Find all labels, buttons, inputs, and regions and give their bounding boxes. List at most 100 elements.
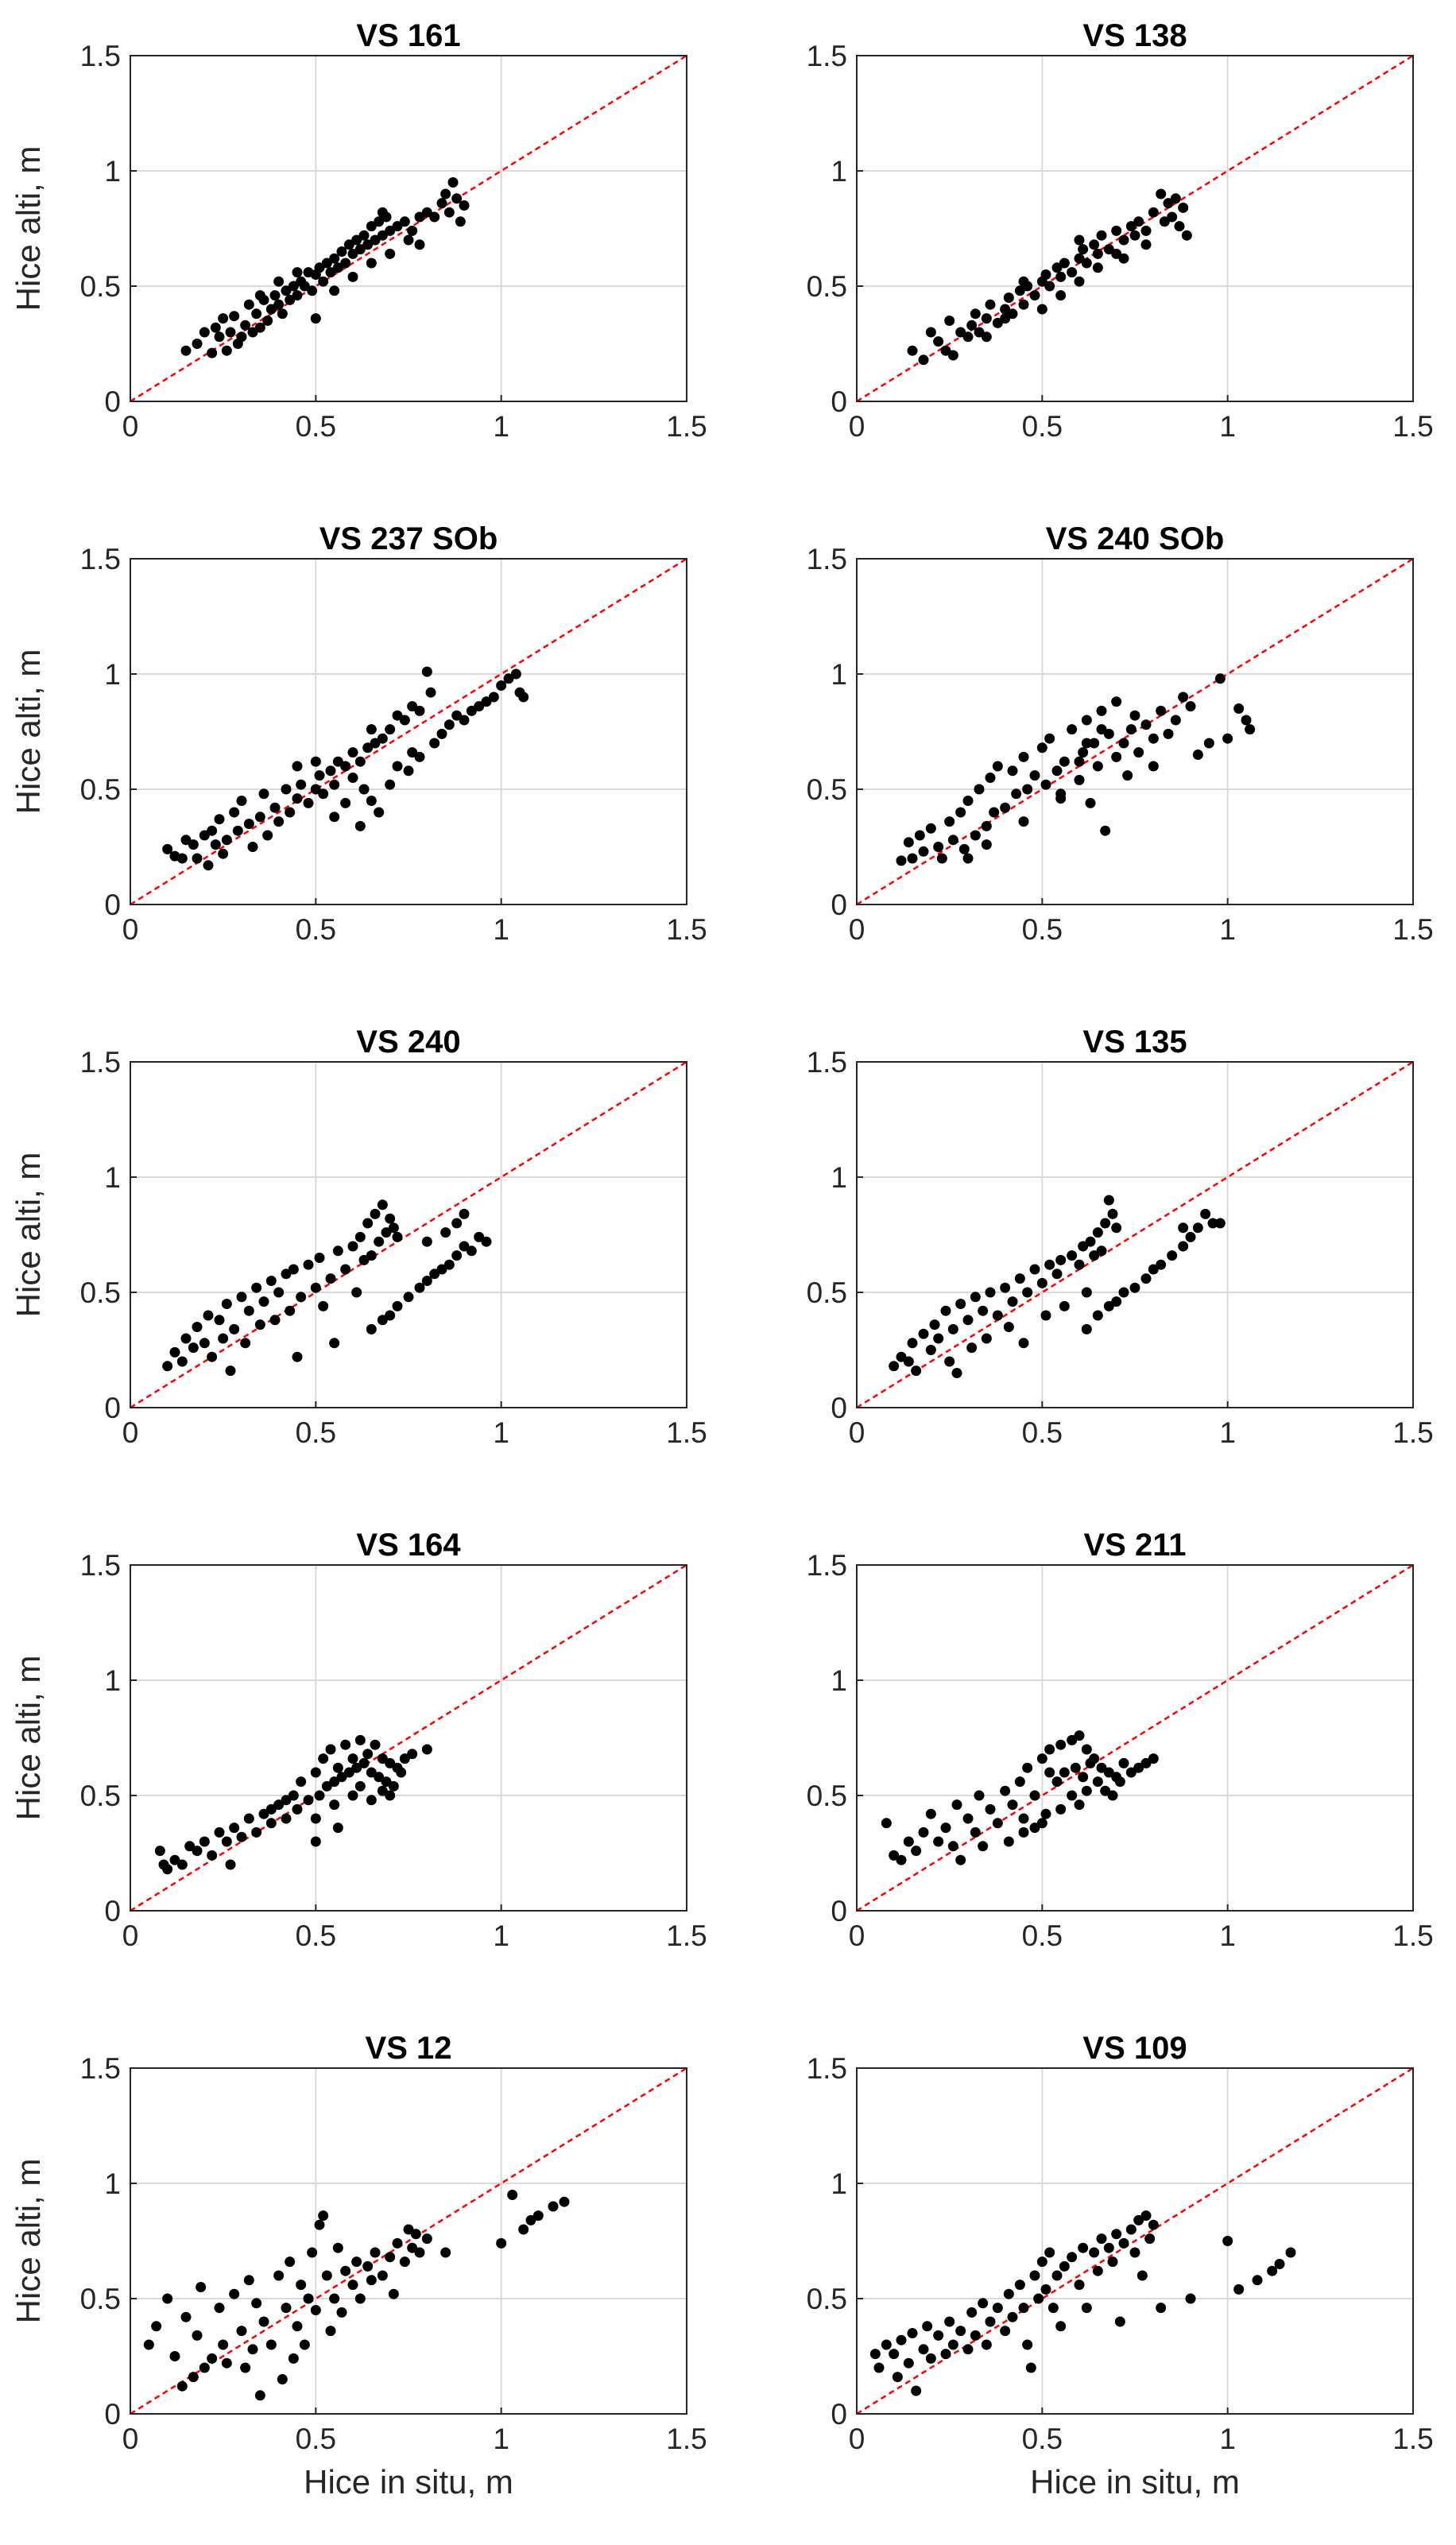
data-point [288, 1264, 299, 1275]
data-point [318, 276, 329, 287]
data-point [955, 1854, 966, 1865]
data-point [1096, 230, 1107, 241]
scatter-panel: 00 0.5 0.5 1 1 1.5 1.5 VS 240 SOb [807, 521, 1434, 946]
data-point [403, 1292, 414, 1303]
data-point [1014, 1273, 1025, 1284]
data-point [970, 1826, 981, 1838]
data-point [907, 345, 918, 356]
data-point [336, 1772, 347, 1783]
data-point [281, 1269, 292, 1280]
y-tick-label: 0 [104, 2398, 121, 2431]
data-point [296, 2280, 307, 2291]
panel-title: VS 240 [356, 1025, 460, 1059]
data-point [1103, 2242, 1114, 2253]
data-point [1018, 2303, 1029, 2314]
data-point [176, 1356, 188, 1367]
data-point [265, 1818, 277, 1829]
data-point [399, 1753, 410, 1764]
data-point [374, 807, 385, 818]
data-point [203, 860, 214, 871]
data-point [947, 1323, 958, 1334]
data-point [918, 354, 929, 366]
x-tick-label: 0 [849, 913, 865, 946]
data-point [1159, 216, 1170, 227]
x-axis-label: Hice in situ, m [1030, 2463, 1240, 2500]
data-point [285, 807, 296, 818]
data-point [354, 2293, 366, 2304]
data-point [362, 1749, 374, 1760]
data-point [325, 2326, 336, 2337]
data-point [381, 1227, 392, 1238]
data-point [354, 244, 366, 255]
data-point [1018, 276, 1029, 287]
data-point [310, 1767, 321, 1778]
data-point [388, 2288, 399, 2299]
data-point [1078, 1241, 1089, 1252]
data-point [1111, 751, 1122, 762]
data-point [258, 788, 269, 800]
data-point [869, 2349, 881, 2360]
data-point [292, 793, 303, 804]
data-point [1096, 2233, 1107, 2245]
data-point [184, 1841, 196, 1852]
x-tick-label: 0.5 [1022, 1919, 1063, 1952]
data-point [1036, 1818, 1047, 1829]
data-point [989, 807, 1000, 818]
data-point [1000, 1785, 1011, 1796]
data-point [362, 1218, 374, 1229]
data-point [218, 2339, 229, 2350]
data-point [1111, 248, 1122, 259]
data-point [1040, 269, 1051, 280]
data-point [1074, 1799, 1085, 1811]
data-point [1178, 202, 1189, 213]
data-point [203, 1310, 214, 1321]
data-point [340, 797, 351, 808]
data-point [1118, 2237, 1129, 2249]
data-point [981, 331, 992, 343]
data-point [1055, 1803, 1067, 1815]
data-point [1018, 751, 1029, 762]
data-point [318, 1300, 329, 1311]
data-point [399, 216, 410, 227]
data-point [1170, 715, 1181, 726]
data-point [381, 1776, 392, 1788]
data-point [180, 835, 192, 846]
y-axis-label: Hice alti, m [10, 1656, 47, 1821]
data-point [1074, 1259, 1085, 1270]
data-point [966, 2307, 978, 2318]
data-point [459, 1241, 470, 1252]
data-point [325, 267, 336, 278]
data-point [525, 2214, 536, 2225]
data-point [981, 313, 992, 324]
data-point [281, 285, 292, 296]
data-point [251, 1282, 262, 1293]
data-point [388, 1222, 399, 1234]
data-point [1140, 239, 1152, 250]
data-point [903, 837, 914, 848]
y-tick-label: 0 [831, 385, 847, 418]
data-point [1092, 761, 1103, 772]
data-point [296, 779, 307, 790]
data-point [180, 1333, 192, 1344]
data-point [225, 1859, 236, 1870]
data-point [1092, 262, 1103, 273]
data-point [340, 258, 351, 269]
data-point [1092, 1227, 1103, 1238]
data-point [911, 2385, 922, 2396]
data-point [403, 2224, 414, 2235]
data-point [366, 258, 377, 269]
data-point [277, 2374, 288, 2384]
data-point [1156, 1259, 1167, 1270]
data-point [944, 816, 955, 827]
data-point [1178, 1241, 1189, 1252]
data-point [407, 2242, 418, 2253]
data-point [199, 1836, 210, 1847]
panel-title: VS 109 [1082, 2031, 1187, 2066]
data-point [314, 1253, 325, 1263]
data-point [340, 1264, 351, 1275]
x-tick-label: 1.5 [1392, 1416, 1433, 1449]
data-point [1018, 1338, 1029, 1349]
x-axis-label: Hice in situ, m [304, 2463, 513, 2500]
data-point [403, 765, 414, 777]
data-point [243, 299, 254, 310]
